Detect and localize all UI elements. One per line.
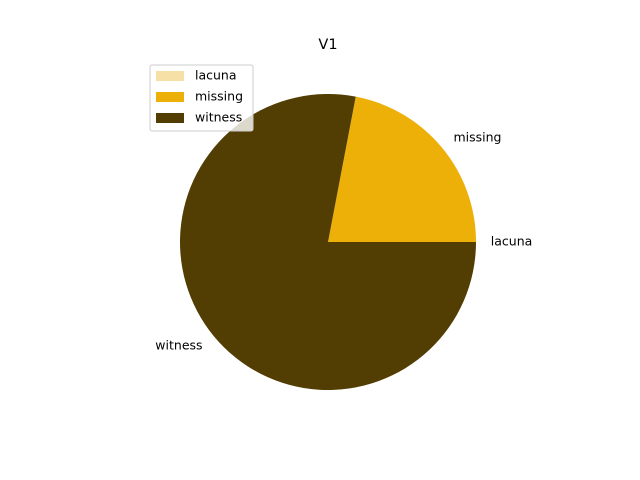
- pie-slice-witness: [180, 93, 477, 390]
- slice-label-witness: witness: [155, 337, 202, 352]
- legend-label-witness: witness: [195, 110, 242, 125]
- slice-labels: lacuna missing witness: [155, 130, 532, 353]
- slice-label-missing: missing: [453, 130, 501, 145]
- legend-label-lacuna: lacuna: [195, 68, 237, 83]
- legend-swatch-missing: [156, 92, 184, 102]
- pie-slice-missing: [328, 96, 476, 243]
- legend-label-missing: missing: [195, 89, 243, 104]
- chart-title: V1: [318, 37, 337, 53]
- pie-slices: [180, 93, 477, 390]
- legend: lacuna missing witness: [149, 64, 254, 132]
- legend-swatch-witness: [156, 113, 184, 123]
- legend-swatch-lacuna: [156, 71, 184, 81]
- slice-label-lacuna: lacuna: [491, 234, 533, 249]
